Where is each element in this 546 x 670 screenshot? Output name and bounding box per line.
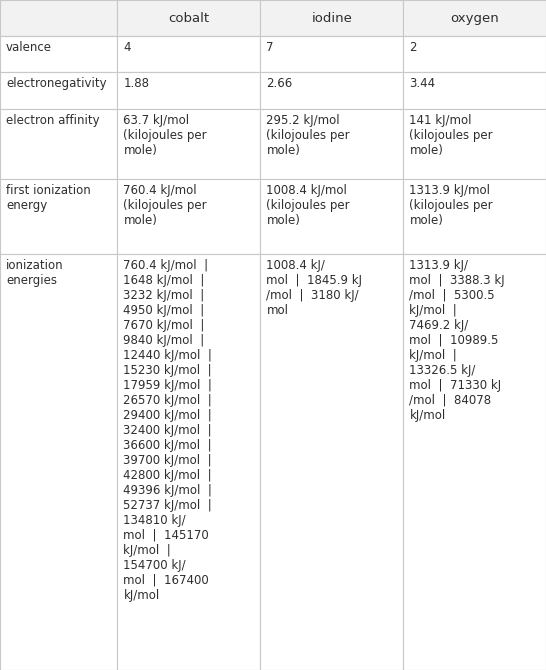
Text: 141 kJ/mol
(kilojoules per
mole): 141 kJ/mol (kilojoules per mole)	[410, 113, 493, 157]
Bar	[117, 179, 260, 254]
Bar	[260, 179, 403, 254]
Text: electron affinity: electron affinity	[6, 113, 99, 127]
Text: 2.66: 2.66	[266, 77, 293, 90]
Text: oxygen: oxygen	[450, 11, 499, 25]
Text: 1.88: 1.88	[123, 77, 150, 90]
Bar	[0, 254, 117, 670]
Text: 1008.4 kJ/
mol  |  1845.9 kJ
/mol  |  3180 kJ/
mol: 1008.4 kJ/ mol | 1845.9 kJ /mol | 3180 k…	[266, 259, 363, 317]
Bar	[117, 36, 260, 72]
Text: 1313.9 kJ/
mol  |  3388.3 kJ
/mol  |  5300.5
kJ/mol  |
7469.2 kJ/
mol  |  10989.: 1313.9 kJ/ mol | 3388.3 kJ /mol | 5300.5…	[410, 259, 505, 422]
Text: first ionization
energy: first ionization energy	[6, 184, 91, 212]
Bar	[260, 72, 403, 109]
Text: cobalt: cobalt	[168, 11, 210, 25]
Bar	[403, 109, 546, 179]
Bar	[403, 0, 546, 36]
Text: ionization
energies: ionization energies	[6, 259, 64, 287]
Bar	[117, 72, 260, 109]
Text: 2: 2	[410, 41, 417, 54]
Text: valence: valence	[6, 41, 52, 54]
Text: 1008.4 kJ/mol
(kilojoules per
mole): 1008.4 kJ/mol (kilojoules per mole)	[266, 184, 350, 227]
Bar	[117, 254, 260, 670]
Text: 3.44: 3.44	[410, 77, 436, 90]
Bar	[403, 72, 546, 109]
Bar	[403, 36, 546, 72]
Text: 760.4 kJ/mol  |
1648 kJ/mol  |
3232 kJ/mol  |
4950 kJ/mol  |
7670 kJ/mol  |
9840: 760.4 kJ/mol | 1648 kJ/mol | 3232 kJ/mol…	[123, 259, 212, 602]
Text: 4: 4	[123, 41, 131, 54]
Bar	[260, 109, 403, 179]
Bar	[0, 179, 117, 254]
Text: 295.2 kJ/mol
(kilojoules per
mole): 295.2 kJ/mol (kilojoules per mole)	[266, 113, 350, 157]
Bar	[403, 254, 546, 670]
Bar	[117, 0, 260, 36]
Bar	[117, 109, 260, 179]
Text: 760.4 kJ/mol
(kilojoules per
mole): 760.4 kJ/mol (kilojoules per mole)	[123, 184, 207, 227]
Text: 1313.9 kJ/mol
(kilojoules per
mole): 1313.9 kJ/mol (kilojoules per mole)	[410, 184, 493, 227]
Bar	[260, 254, 403, 670]
Text: iodine: iodine	[312, 11, 352, 25]
Bar	[0, 0, 117, 36]
Bar	[0, 109, 117, 179]
Bar	[403, 179, 546, 254]
Bar	[0, 36, 117, 72]
Bar	[0, 72, 117, 109]
Text: 7: 7	[266, 41, 274, 54]
Bar	[260, 36, 403, 72]
Bar	[260, 0, 403, 36]
Text: 63.7 kJ/mol
(kilojoules per
mole): 63.7 kJ/mol (kilojoules per mole)	[123, 113, 207, 157]
Text: electronegativity: electronegativity	[6, 77, 106, 90]
